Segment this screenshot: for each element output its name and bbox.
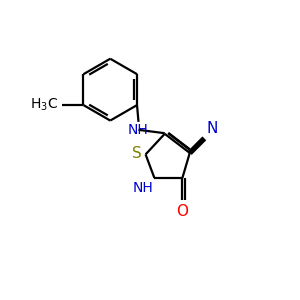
Text: N: N [206,121,218,136]
Text: $\mathsf{H_3C}$: $\mathsf{H_3C}$ [30,97,58,113]
Text: O: O [176,204,188,219]
Text: NH: NH [132,181,153,195]
Text: NH: NH [128,123,149,137]
Text: S: S [132,146,142,161]
